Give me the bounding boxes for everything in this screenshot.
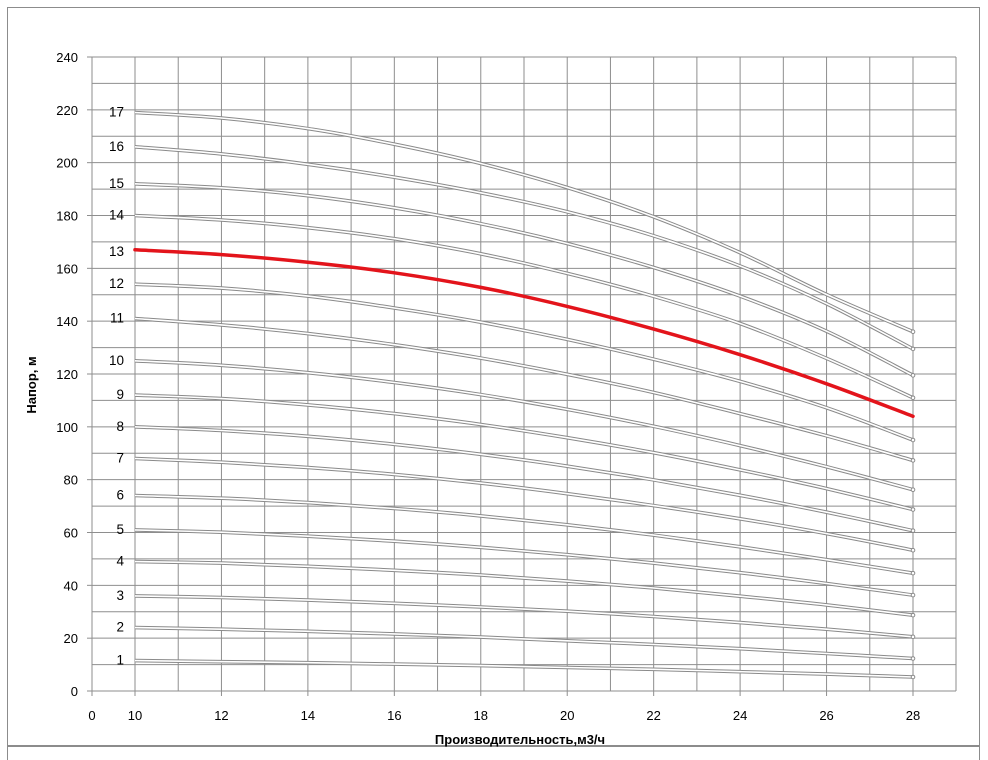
- curve-inner: [134, 111, 914, 333]
- curve-11: [134, 316, 916, 463]
- curve-label-16: 16: [109, 139, 124, 154]
- curve-inner: [134, 494, 914, 574]
- x-tick-label: 28: [906, 708, 920, 723]
- x-tick-label: 12: [214, 708, 228, 723]
- curves: [133, 110, 916, 680]
- y-tick-label: 0: [71, 684, 78, 699]
- curve-label-13: 13: [109, 244, 124, 259]
- y-tick-label: 20: [64, 631, 78, 646]
- curve-end-marker: [910, 674, 916, 680]
- curve-inner: [134, 626, 914, 660]
- x-tick-label: 24: [733, 708, 747, 723]
- x-axis-title: Производительность,м3/ч: [435, 732, 605, 747]
- curve-label-2: 2: [116, 620, 124, 635]
- curve-label-12: 12: [109, 276, 124, 291]
- x-tick-label: 0: [88, 708, 95, 723]
- curve-inner: [134, 283, 914, 441]
- curve-inner: [134, 146, 914, 350]
- curve-end-marker: [910, 487, 916, 493]
- curve-inner: [134, 317, 914, 462]
- curve-15: [134, 182, 916, 378]
- x-tick-label: 10: [128, 708, 142, 723]
- y-tick-label: 200: [56, 156, 78, 171]
- y-tick-label: 100: [56, 420, 78, 435]
- curve-13: [133, 248, 915, 419]
- curve-7: [134, 456, 916, 553]
- curve-inner: [134, 183, 914, 377]
- curve-label-15: 15: [109, 176, 124, 191]
- curve-2: [134, 625, 916, 661]
- curve-5: [134, 528, 916, 598]
- x-tick-label: 22: [646, 708, 660, 723]
- curve-end-marker: [910, 656, 916, 661]
- curve-label-9: 9: [116, 387, 124, 402]
- curve-label-11: 11: [110, 311, 124, 326]
- y-tick-label: 180: [56, 209, 78, 224]
- curve-6: [134, 493, 916, 576]
- x-tick-label: 18: [474, 708, 488, 723]
- x-tick-label: 20: [560, 708, 574, 723]
- curve-inner: [134, 457, 914, 551]
- curve-label-17: 17: [109, 104, 124, 119]
- curve-inner: [134, 214, 914, 399]
- curve-inner: [134, 426, 914, 532]
- y-axis-title: Напор, м: [24, 356, 39, 413]
- curve-inner: [134, 659, 914, 678]
- curve-16: [134, 145, 916, 352]
- curve-end-marker: [910, 395, 916, 401]
- curve-17: [134, 110, 916, 335]
- curve-label-7: 7: [116, 451, 124, 466]
- curve-end-marker: [910, 547, 916, 553]
- curve-end-marker: [910, 458, 916, 463]
- curve-label-3: 3: [116, 588, 124, 603]
- curve-end-marker: [910, 373, 916, 378]
- curve-label-4: 4: [116, 554, 124, 569]
- y-tick-label: 220: [56, 103, 78, 118]
- curve-end-marker: [910, 634, 916, 640]
- y-tick-label: 120: [56, 367, 78, 382]
- curve-8: [134, 425, 916, 533]
- curve-label-14: 14: [109, 208, 125, 223]
- y-tick-label: 80: [64, 473, 78, 488]
- x-tick-label: 26: [819, 708, 833, 723]
- curve-inner: [134, 595, 914, 638]
- curve-end-marker: [910, 437, 916, 443]
- curve-inner: [134, 560, 914, 616]
- curve-1: [134, 658, 916, 680]
- x-tick-label: 16: [387, 708, 401, 723]
- curve-10: [134, 359, 916, 493]
- curve-label-5: 5: [116, 522, 124, 537]
- y-tick-label: 140: [56, 314, 78, 329]
- chart-frame: [7, 7, 980, 746]
- curve-label-6: 6: [116, 488, 124, 503]
- curve-end-marker: [910, 507, 916, 512]
- curve-end-marker: [910, 528, 916, 533]
- curve-end-marker: [910, 329, 916, 335]
- curve-end-marker: [910, 570, 916, 576]
- y-tick-label: 160: [56, 261, 78, 276]
- curve-end-marker: [910, 592, 916, 598]
- curve-inner: [134, 394, 914, 511]
- curve-3: [134, 594, 916, 640]
- y-tick-label: 240: [56, 50, 78, 65]
- curve-end-marker: [910, 612, 916, 618]
- curve-inner: [134, 529, 914, 596]
- curve-label-1: 1: [116, 653, 124, 668]
- curve-14: [134, 213, 916, 401]
- curve-inner: [134, 360, 914, 491]
- curve-4: [134, 559, 916, 618]
- y-tick-label: 60: [64, 526, 78, 541]
- curve-label-10: 10: [109, 353, 124, 368]
- curve-end-marker: [910, 346, 916, 352]
- y-tick-label: 40: [64, 578, 78, 593]
- curve-12: [134, 282, 916, 443]
- next-section-border: [7, 746, 980, 760]
- x-tick-label: 14: [301, 708, 315, 723]
- curve-9: [134, 393, 916, 512]
- curve-label-8: 8: [116, 419, 124, 434]
